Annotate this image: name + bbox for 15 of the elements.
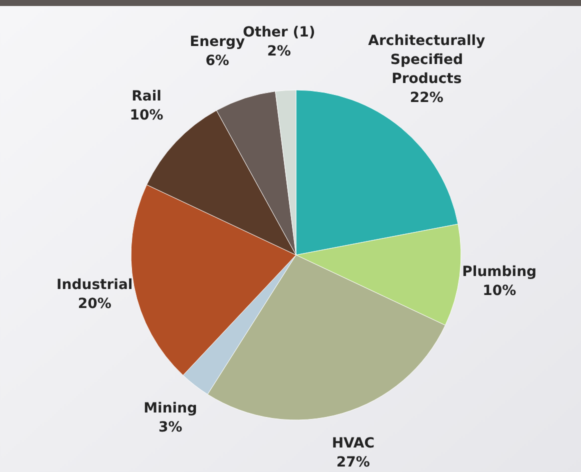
slice-label: Rail <box>132 88 162 105</box>
slice-label: Industrial <box>56 276 133 293</box>
slice-label: Plumbing <box>462 264 537 280</box>
data-label: 2% <box>267 43 291 60</box>
slice-label: Architecturally Specified Products <box>368 33 486 88</box>
data-label: 20% <box>78 296 112 312</box>
data-label: 3% <box>158 419 182 436</box>
data-label: 10% <box>482 283 516 300</box>
slice-label: Energy <box>190 34 245 50</box>
data-label: 22% <box>410 90 444 106</box>
data-label: 6% <box>205 53 230 70</box>
data-label: 10% <box>130 108 164 124</box>
slice-label: HVAC <box>332 435 375 452</box>
data-label: 27% <box>336 454 370 470</box>
slice-label: Mining <box>144 400 198 416</box>
